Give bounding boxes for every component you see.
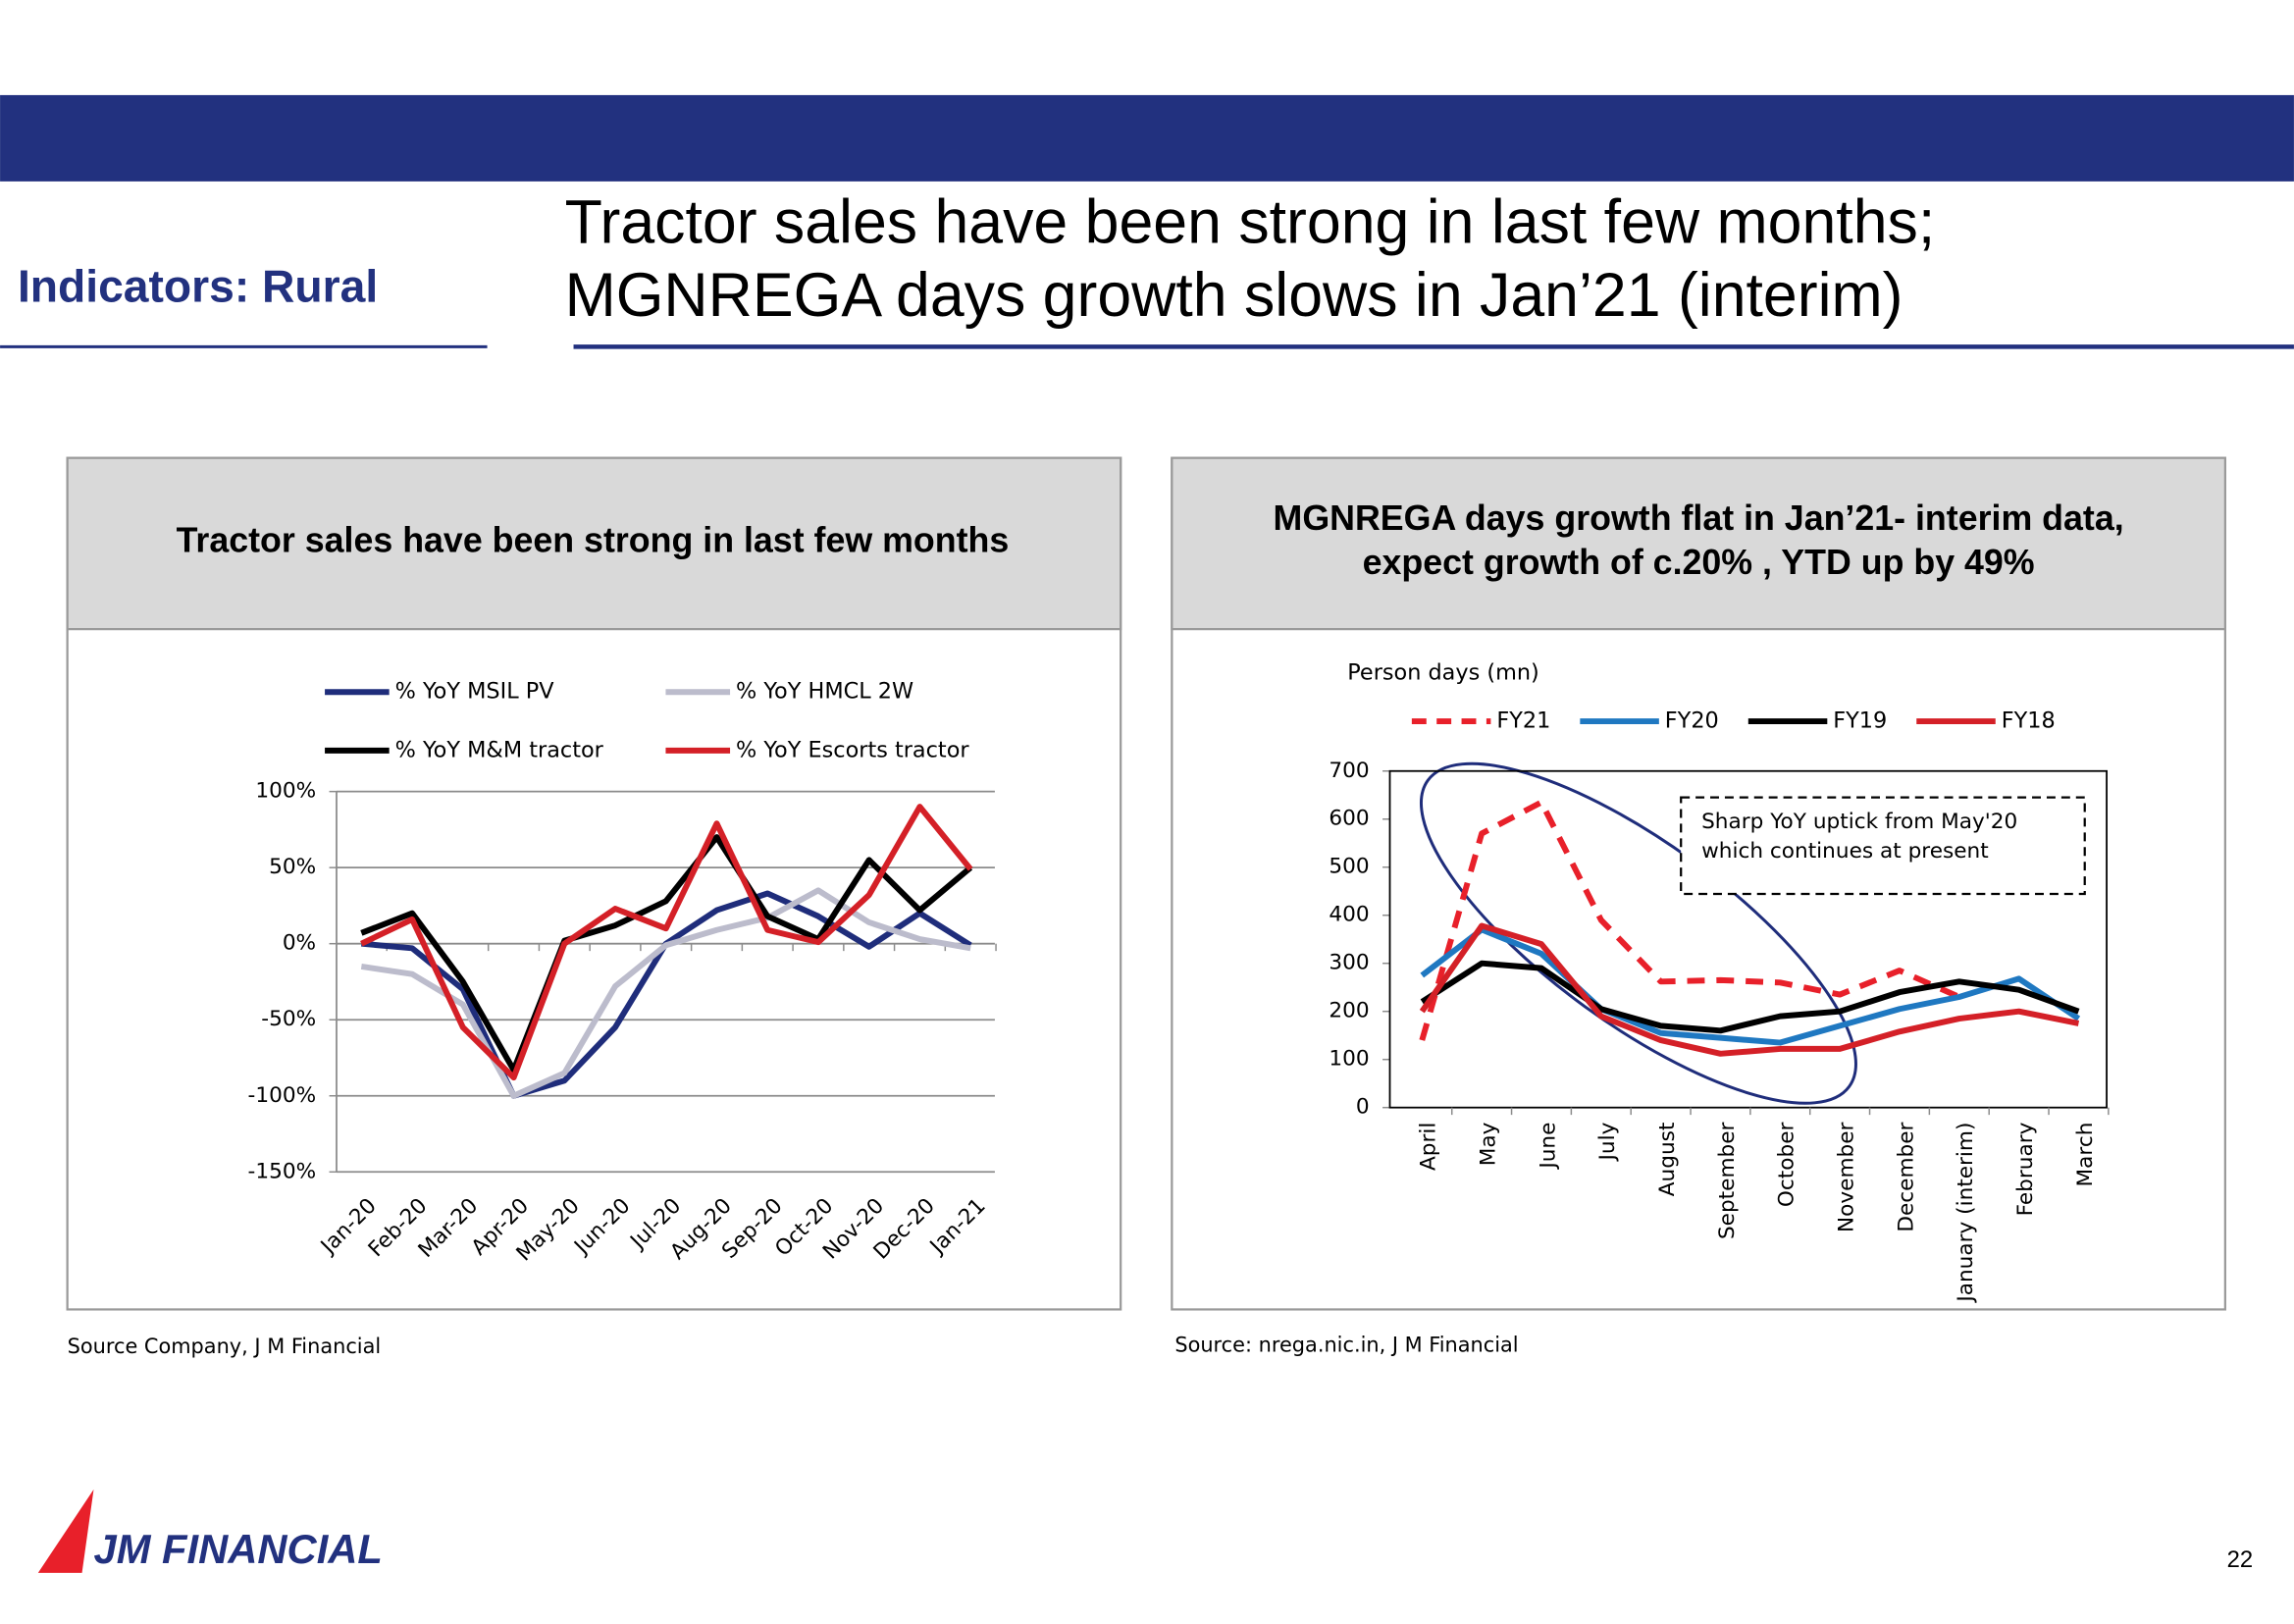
y-tick-label: 700: [1329, 759, 1369, 783]
chart-title: MGNREGA days growth flat in Jan’21- inte…: [1274, 498, 2124, 538]
y-tick-label: 0%: [283, 931, 316, 956]
y-tick-label: 100: [1329, 1047, 1369, 1072]
legend-label: FY18: [2002, 708, 2056, 734]
series-line: [1420, 960, 2080, 1034]
panel-header: [66, 456, 1122, 631]
slide-title: Tractor sales have been strong in last f…: [565, 188, 1936, 257]
legend-label: % YoY M&M tractor: [395, 737, 604, 762]
y-tick-label: 200: [1329, 999, 1369, 1023]
chart-title: Tractor sales have been strong in last f…: [177, 521, 1010, 560]
x-tick-label: November: [1835, 1122, 1859, 1232]
y-tick-label: -100%: [248, 1083, 317, 1108]
y-tick-label: 0: [1356, 1095, 1370, 1120]
source-note: Source Company, J M Financial: [68, 1335, 382, 1358]
legend-label: % YoY MSIL PV: [395, 679, 555, 705]
y-tick-label: 500: [1329, 855, 1369, 879]
x-tick-label: October: [1775, 1122, 1799, 1207]
source-note: Source: nrega.nic.in, J M Financial: [1174, 1334, 1518, 1357]
y-tick-label: 600: [1329, 807, 1369, 831]
annotation: which continues at present: [1701, 839, 1989, 864]
y-tick-label: -150%: [248, 1159, 317, 1183]
y-tick-label: 50%: [269, 855, 316, 879]
x-tick-label: August: [1655, 1123, 1680, 1197]
x-tick-label: June: [1536, 1123, 1560, 1171]
series-line: [360, 887, 971, 1099]
x-tick-label: March: [2073, 1123, 2098, 1187]
chart-title: expect growth of c.20% , YTD up by 49%: [1363, 543, 2035, 582]
x-tick-label: January (interim): [1954, 1123, 1978, 1304]
x-tick-label: May: [1477, 1122, 1501, 1166]
panel-header: [1171, 456, 2226, 631]
section-title: Indicators: Rural: [18, 260, 378, 311]
legend-label: FY20: [1665, 708, 1719, 734]
y-axis-label: Person days (mn): [1347, 659, 1539, 685]
legend-label: % YoY Escorts tractor: [736, 737, 969, 762]
y-tick-label: 400: [1329, 903, 1369, 927]
series-line: [360, 804, 973, 1081]
annotation: Sharp YoY uptick from May'20: [1701, 810, 2017, 834]
y-tick-label: 300: [1329, 951, 1369, 975]
x-tick-label: September: [1715, 1122, 1740, 1239]
plot-frame: [1388, 769, 2108, 1109]
y-tick-label: 100%: [255, 779, 316, 804]
logo-text: JM FINANCIAL: [93, 1526, 382, 1572]
x-tick-label: December: [1894, 1122, 1918, 1231]
x-tick-label: February: [2013, 1122, 2038, 1216]
page-number: 22: [2227, 1546, 2254, 1573]
y-tick-label: -50%: [261, 1007, 316, 1031]
series-line: [1420, 926, 2081, 1046]
header-band: [0, 94, 2294, 182]
series-line: [1419, 799, 1961, 1041]
logo-mark: [37, 1489, 94, 1573]
legend-label: FY21: [1496, 708, 1550, 734]
series-line: [360, 834, 973, 1074]
x-tick-label: April: [1417, 1123, 1441, 1171]
annotation-box: [1680, 796, 2086, 896]
slide-title: MGNREGA days growth slows in Jan’21 (int…: [565, 261, 1903, 330]
legend-label: FY19: [1833, 708, 1887, 734]
series-line: [1419, 922, 2080, 1057]
legend-label: % YoY HMCL 2W: [736, 679, 913, 705]
x-tick-label: July: [1595, 1122, 1620, 1162]
